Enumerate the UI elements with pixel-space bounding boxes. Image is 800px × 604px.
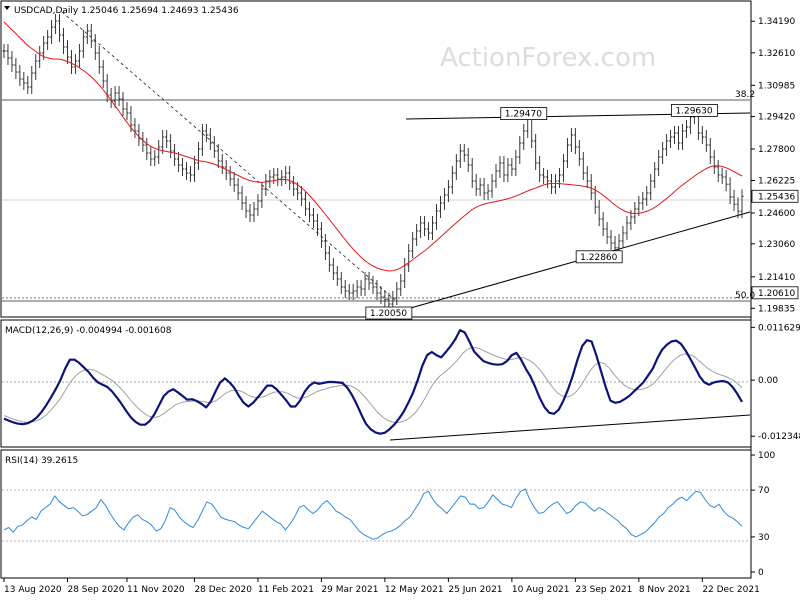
price-annotation-box [670,104,718,117]
x-tick-label: 28 Sep 2020 [67,585,124,595]
x-tick-label: 11 Feb 2021 [258,585,314,595]
annotation-layer: 1.20050 1.22860 1.29470 1.29630 [365,104,718,320]
price-annotation-box [365,306,413,320]
price-y-tick-label: 1.29420 [758,113,795,123]
macd-line [3,329,743,435]
falling-channel-line [61,11,396,301]
price-annotation-label: 1.29470 [505,110,542,120]
rsi-series-layer [3,488,743,540]
rsi-y-tick-label: 30 [758,533,770,543]
macd-panel-title: MACD(12,26,9) -0.004994 -0.001608 [5,326,172,336]
price-annotation-label: 1.29630 [675,106,712,116]
price-y-tick-label: 1.27800 [758,145,795,155]
x-tick-label: 13 Aug 2020 [4,585,62,595]
last-price-label: 1.25436 [758,192,795,202]
macd-y-tick-label: 0.00 [758,376,778,386]
rsi-y-tick-label: 70 [758,486,770,496]
price-series-layer [2,14,744,311]
price-y-tick-label: 1.24600 [758,209,795,219]
x-tick-label: 11 Nov 2020 [127,585,185,595]
moving-average-line [3,21,743,272]
macd-trendline [389,414,751,441]
rsi-y-tick-label: 0 [758,568,764,578]
price-y-tick-label: 1.19835 [758,304,795,314]
price-panel-title: USDCAD,Daily 1.25046 1.25694 1.24693 1.2… [14,6,239,16]
macd-signal-line [3,346,743,424]
macd-y-tick-label: -0.012348 [758,432,800,442]
price-y-tick-label: 1.30985 [758,81,795,91]
x-tick-label: 22 Dec 2021 [702,585,760,595]
price-annotation-box [500,107,548,120]
x-tick-label: 23 Sep 2021 [575,585,632,595]
x-tick-label: 28 Dec 2020 [194,585,252,595]
price-y-tick-label: 1.34190 [758,17,795,27]
last-price-box [751,189,799,203]
price-annotation-box [575,250,623,264]
rsi-line [3,488,743,540]
watermark: ActionForex.com [440,43,656,73]
x-tick-label: 8 Nov 2021 [639,585,691,595]
rsi-panel-title: RSI(14) 39.2615 [5,456,78,466]
x-axis-layer: 13 Aug 2020 28 Sep 2020 11 Nov 2020 28 Dec … [3,578,760,595]
fib-50-label: 50.0 [735,291,755,301]
x-tick-label: 12 May 2021 [385,585,444,595]
price-annotation-label: 1.22860 [580,253,617,263]
macd-y-tick-label: 0.011629 [758,323,800,333]
price-y-tick-label: 1.26225 [758,177,795,187]
rsi-panel-frame [0,449,752,579]
price-y-tick-label: 1.32610 [758,49,795,59]
x-tick-label: 25 Jun 2021 [448,585,502,595]
rsi-y-tick-label: 100 [758,451,775,461]
x-tick-label: 29 Mar 2021 [321,585,378,595]
fib-50-price-box [751,286,799,300]
x-tick-label: 10 Aug 2021 [512,585,570,595]
price-annotation-label: 1.20050 [370,309,407,319]
macd-series-layer [3,329,743,435]
price-y-tick-label: 1.23060 [758,240,795,250]
y-axis-layer: 1.34190 1.32610 1.30985 1.29420 1.27800 1.262… [751,17,800,578]
price-y-tick-label: 1.21410 [758,273,795,283]
fib-50-price-label: 1.20610 [758,289,795,299]
macd-panel-frame [0,319,752,448]
rising-trendline [399,211,751,312]
collapse-triangle-icon[interactable] [4,6,10,10]
fib-38-label: 38.2 [735,90,755,100]
